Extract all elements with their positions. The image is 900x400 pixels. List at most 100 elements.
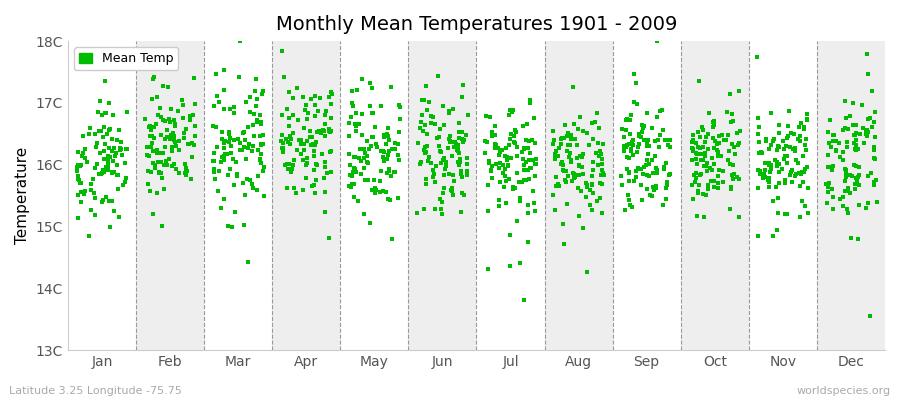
Point xyxy=(142,124,157,130)
Point xyxy=(770,143,785,150)
Point xyxy=(622,170,636,176)
Point xyxy=(346,165,361,172)
Point xyxy=(839,174,853,180)
Point xyxy=(166,130,180,136)
Point xyxy=(104,126,118,132)
Point xyxy=(726,143,741,150)
Point xyxy=(646,170,661,177)
Point xyxy=(144,125,158,132)
Point xyxy=(149,147,164,154)
Point xyxy=(155,222,169,229)
Point xyxy=(436,172,451,178)
Point xyxy=(275,145,290,151)
Point xyxy=(692,182,706,188)
Point xyxy=(691,187,706,194)
Point xyxy=(504,131,518,138)
Point xyxy=(503,232,517,238)
Point xyxy=(178,161,193,167)
Point xyxy=(374,103,388,109)
Point xyxy=(282,161,296,168)
Point xyxy=(276,145,291,152)
Point xyxy=(797,124,812,130)
Point xyxy=(253,156,267,162)
Point xyxy=(848,186,862,193)
Point xyxy=(228,208,242,215)
Point xyxy=(88,144,103,150)
Point xyxy=(484,128,499,135)
Point xyxy=(300,138,314,144)
Point xyxy=(105,198,120,204)
Point xyxy=(491,145,505,152)
Point xyxy=(443,133,457,140)
Point xyxy=(847,132,861,138)
Point xyxy=(167,121,182,127)
Point xyxy=(144,144,158,150)
Point xyxy=(849,122,863,128)
Point xyxy=(245,148,259,154)
Point xyxy=(311,128,326,134)
Point xyxy=(82,131,96,138)
Point xyxy=(702,110,716,116)
Point xyxy=(639,162,653,168)
Point xyxy=(250,187,265,193)
Point xyxy=(778,180,792,186)
Point xyxy=(323,89,338,96)
Point xyxy=(214,129,229,135)
Point xyxy=(801,185,815,191)
Point xyxy=(698,192,713,198)
Point xyxy=(446,192,460,199)
Point xyxy=(593,148,608,154)
Point xyxy=(868,109,883,115)
Point xyxy=(799,163,814,170)
Point xyxy=(500,163,515,170)
Point xyxy=(685,157,699,163)
Point xyxy=(841,126,855,132)
Point xyxy=(101,161,115,167)
Point xyxy=(381,152,395,158)
Point xyxy=(218,151,232,157)
Point xyxy=(459,161,473,168)
Point xyxy=(485,163,500,169)
Point xyxy=(256,141,270,147)
Point xyxy=(520,167,535,173)
Point xyxy=(636,137,651,143)
Point xyxy=(94,128,108,134)
Point xyxy=(566,170,580,176)
Point xyxy=(863,114,878,121)
Point xyxy=(558,176,572,183)
Point xyxy=(410,140,425,146)
Point xyxy=(479,112,493,119)
Point xyxy=(359,137,374,144)
Point xyxy=(824,186,839,192)
Point xyxy=(97,110,112,116)
Point xyxy=(187,74,202,81)
Point xyxy=(562,150,577,157)
Point xyxy=(249,76,264,82)
Point xyxy=(298,107,312,113)
Point xyxy=(185,153,200,160)
Point xyxy=(842,113,857,120)
Point xyxy=(480,138,494,145)
Point xyxy=(147,74,161,80)
Point xyxy=(568,174,582,181)
Point xyxy=(149,150,164,156)
Point xyxy=(291,116,305,123)
Point xyxy=(631,165,645,172)
Point xyxy=(778,177,793,183)
Point xyxy=(835,203,850,209)
Point xyxy=(496,170,510,176)
Point xyxy=(515,179,529,185)
Point xyxy=(274,112,289,118)
Point xyxy=(447,144,462,150)
Point xyxy=(384,84,399,90)
Point xyxy=(725,172,740,179)
Point xyxy=(694,151,708,157)
Point xyxy=(368,184,382,191)
Point xyxy=(282,114,296,121)
Point xyxy=(827,131,842,138)
Point xyxy=(155,175,169,182)
Point xyxy=(860,173,875,180)
Point xyxy=(700,168,715,174)
Point xyxy=(865,87,879,94)
Point xyxy=(547,156,562,162)
